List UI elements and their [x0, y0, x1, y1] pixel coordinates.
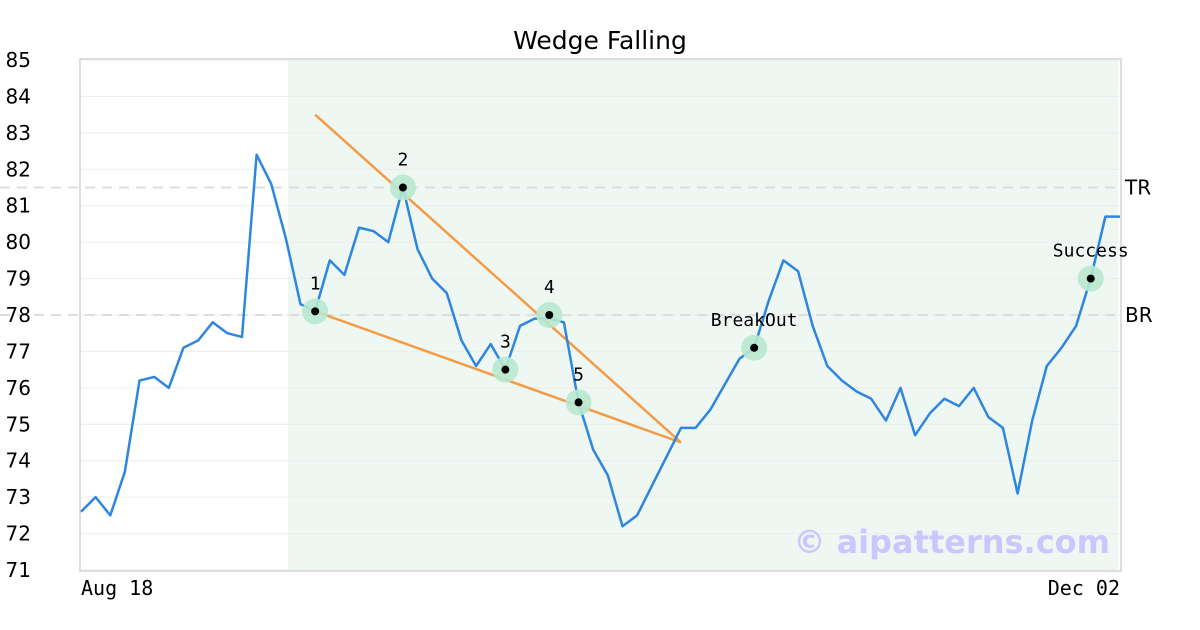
y-tick-label: 78	[6, 303, 31, 327]
point-label: Success	[1053, 241, 1129, 262]
point-label: 3	[500, 332, 511, 353]
pattern-point	[398, 183, 407, 192]
chart-title: Wedge Falling	[513, 26, 687, 55]
pattern-point	[501, 365, 510, 374]
wedge-trendline	[314, 113, 682, 444]
reference-line-label: BR	[1125, 303, 1153, 327]
x-tick-label: Dec 02	[1048, 576, 1120, 600]
pattern-point	[1086, 274, 1095, 283]
y-tick-label: 76	[6, 376, 31, 400]
y-tick-label: 75	[6, 412, 31, 436]
price-line	[80, 153, 1120, 528]
reference-line-label: TR	[1124, 176, 1151, 200]
point-label: BreakOut	[711, 310, 798, 331]
y-tick-label: 74	[6, 449, 31, 473]
pattern-point	[750, 343, 759, 352]
plot-frame	[79, 58, 1122, 572]
y-tick-label: 83	[6, 121, 31, 145]
y-tick-label: 73	[6, 485, 31, 509]
pattern-point	[545, 311, 554, 319]
point-label: 1	[310, 273, 321, 294]
pattern-point	[574, 398, 583, 407]
point-label: 5	[573, 364, 584, 385]
point-label: 2	[398, 150, 409, 171]
y-tick-label: 80	[6, 230, 31, 254]
y-tick-label: 77	[6, 339, 31, 363]
y-tick-label: 82	[6, 157, 31, 181]
y-tick-label: 81	[6, 194, 31, 218]
y-tick-label: 84	[6, 84, 31, 108]
x-tick-label: Aug 18	[81, 576, 153, 600]
point-label: 4	[544, 277, 555, 298]
watermark: © aipatterns.com	[793, 523, 1110, 561]
y-tick-label: 79	[6, 267, 31, 291]
y-tick-label: 72	[6, 522, 31, 546]
y-tick-label: 71	[6, 558, 31, 582]
pattern-point	[311, 307, 320, 316]
y-tick-label: 85	[6, 48, 31, 72]
